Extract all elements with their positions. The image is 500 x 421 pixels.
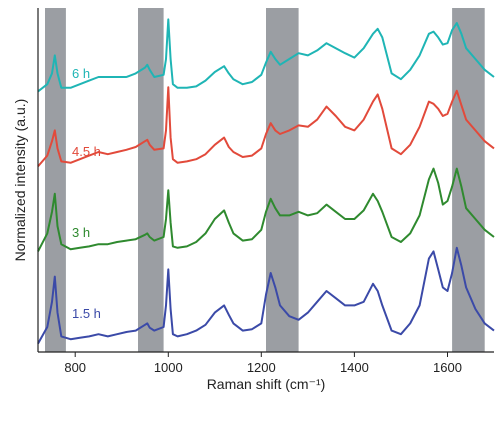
x-tick-label: 1000 bbox=[154, 360, 183, 375]
x-tick-label: 800 bbox=[64, 360, 86, 375]
series-line-6-h bbox=[37, 18, 495, 93]
series-labels: 6 h 4.5 h 3 h 1.5 h bbox=[72, 66, 101, 321]
x-axis-title: Raman shift (cm⁻¹) bbox=[207, 376, 326, 392]
series-lines bbox=[37, 18, 495, 345]
highlight-band-3 bbox=[266, 8, 299, 352]
series-label: 1.5 h bbox=[72, 306, 101, 321]
series-line-1-5-h bbox=[37, 246, 495, 345]
series-line-4-5-h bbox=[37, 86, 495, 168]
series-label: 4.5 h bbox=[72, 144, 101, 159]
y-axis-title: Normalized intensity (a.u.) bbox=[12, 99, 28, 262]
highlight-band-2 bbox=[138, 8, 164, 352]
x-tick-label: 1400 bbox=[340, 360, 369, 375]
series-line-3-h bbox=[37, 167, 495, 252]
x-tick-label: 1200 bbox=[247, 360, 276, 375]
highlight-band-4 bbox=[452, 8, 485, 352]
series-label: 3 h bbox=[72, 225, 90, 240]
series-label: 6 h bbox=[72, 66, 90, 81]
highlight-bands bbox=[45, 8, 485, 352]
highlight-band-1 bbox=[45, 8, 66, 352]
x-tick-label: 1600 bbox=[433, 360, 462, 375]
x-axis-ticks: 800 1000 1200 1400 1600 bbox=[64, 352, 462, 375]
